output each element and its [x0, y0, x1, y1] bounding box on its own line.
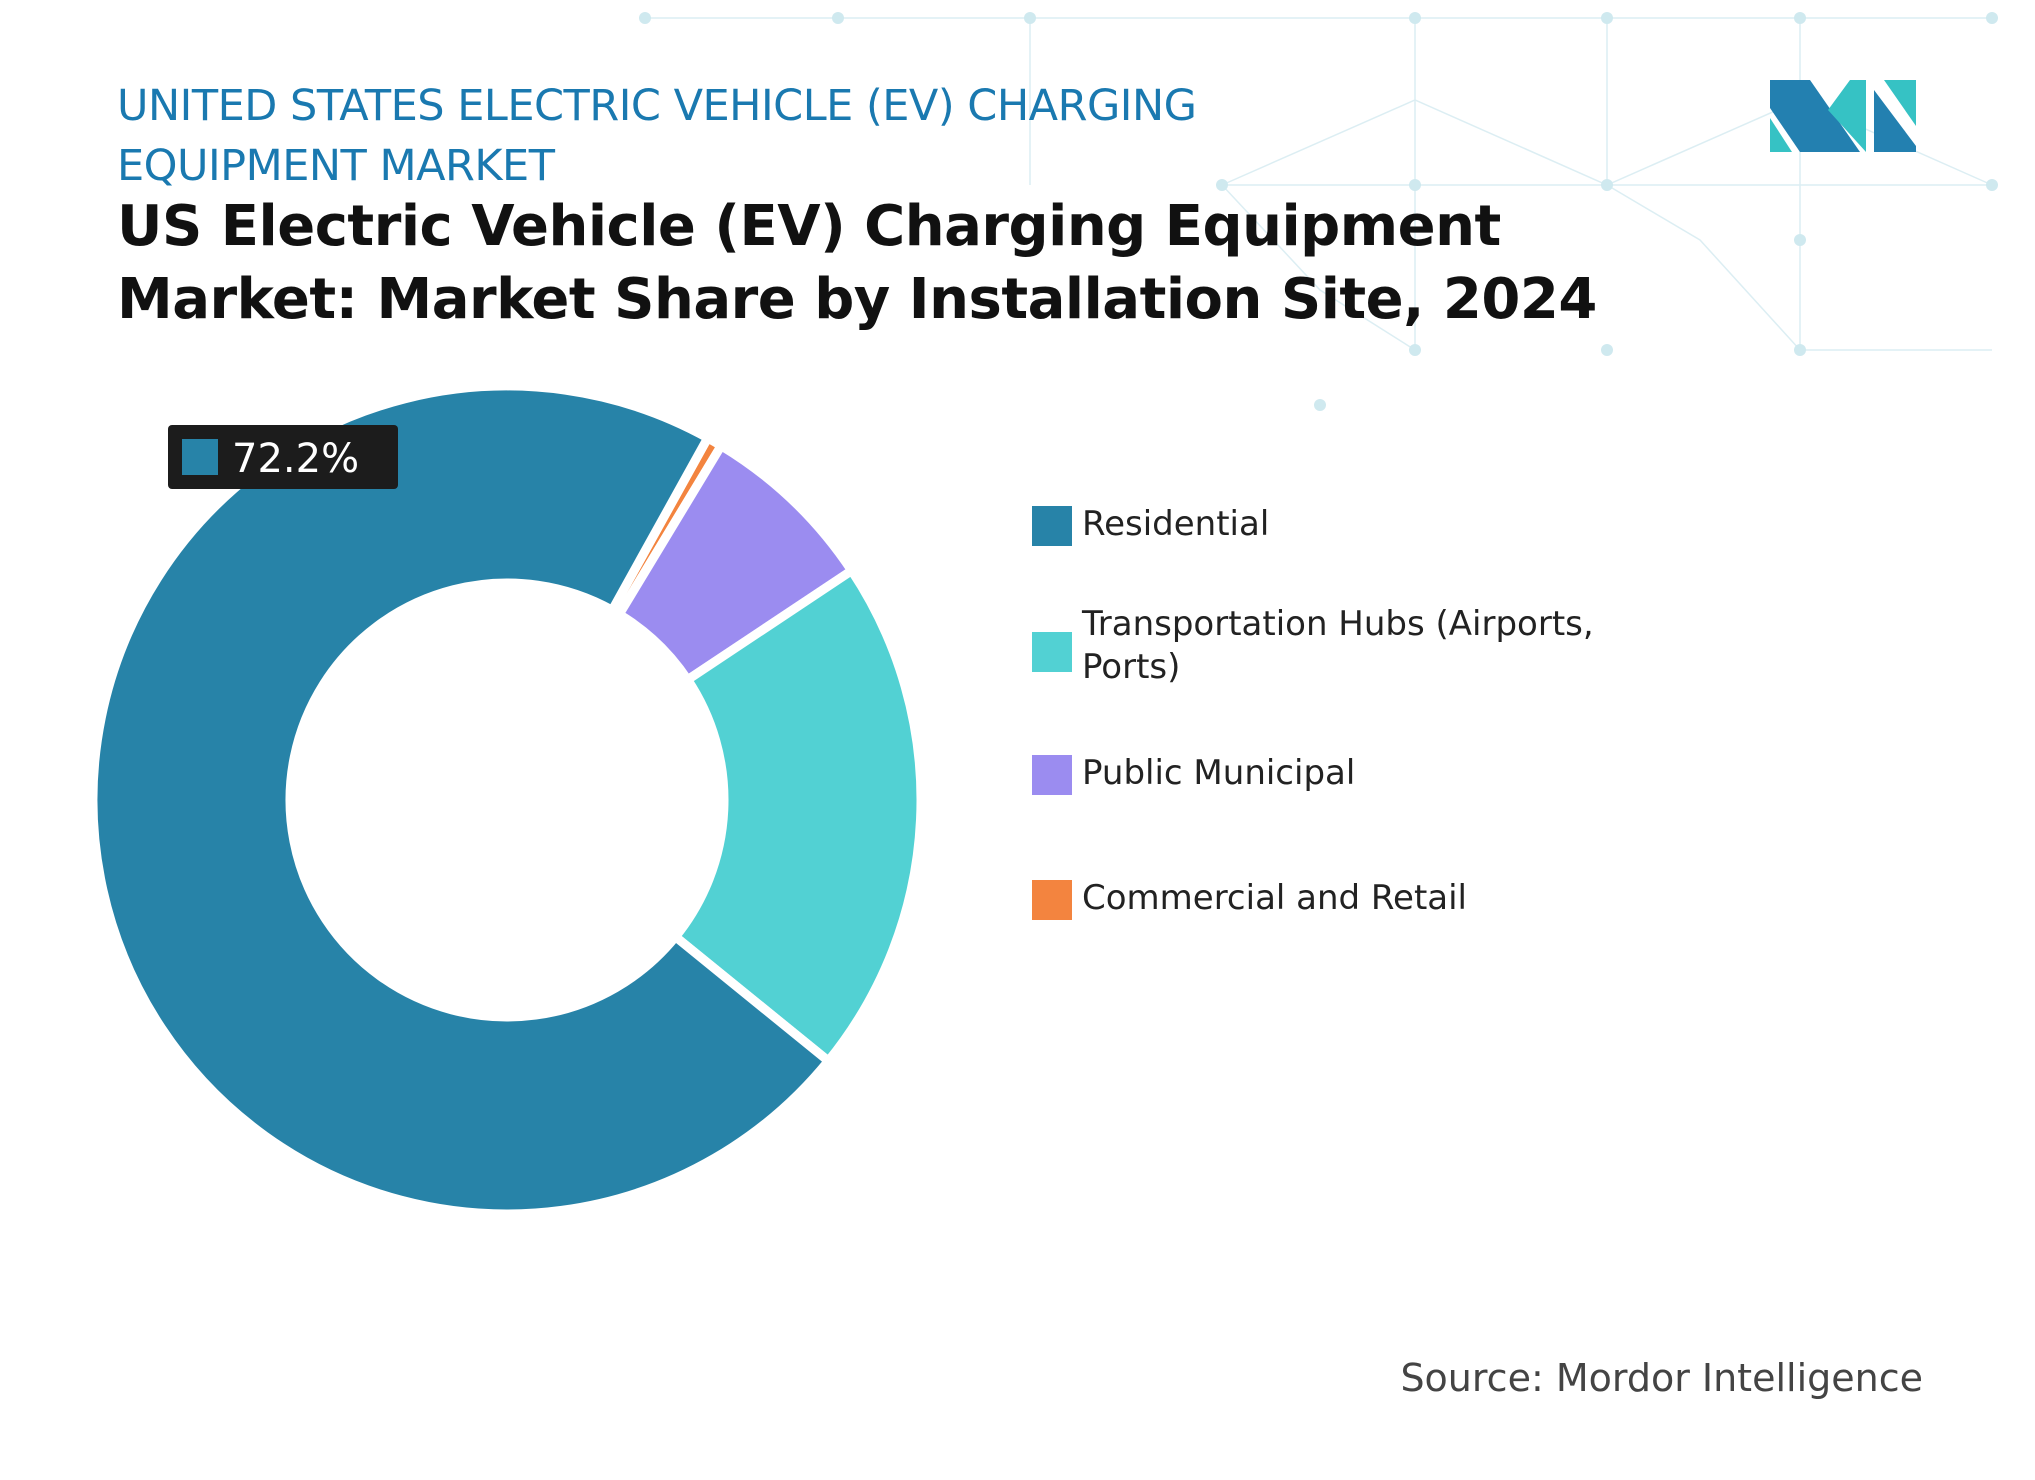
data-label-text: 72.2% — [232, 436, 359, 482]
chart-title: US Electric Vehicle (EV) Charging Equipm… — [117, 194, 1597, 332]
data-label-residential: 72.2% — [168, 425, 398, 489]
donut-chart: 72.2% — [88, 381, 926, 1219]
slice-transportation-hubs-airports-ports — [670, 566, 926, 1066]
source-note: Source: Mordor Intelligence — [1400, 1356, 1923, 1400]
legend-swatch — [1032, 880, 1072, 920]
legend-item: Residential — [1032, 504, 1652, 546]
logo — [1770, 80, 1916, 152]
legend-swatch — [1032, 755, 1072, 795]
legend-label: Residential — [1082, 504, 1270, 544]
slice-residential — [88, 381, 833, 1219]
legend-swatch — [1032, 506, 1072, 546]
legend-item: Public Municipal — [1032, 753, 1652, 795]
legend-label: Public Municipal — [1082, 753, 1356, 793]
legend-item: Transportation Hubs (Airports, Ports) — [1032, 604, 1652, 689]
legend-label: Commercial and Retail — [1082, 878, 1468, 918]
data-label-swatch — [182, 439, 218, 475]
data-label-box — [168, 425, 398, 489]
background-network-pattern — [639, 12, 1998, 411]
legend-item: Commercial and Retail — [1032, 878, 1652, 920]
report-kicker: UNITED STATES ELECTRIC VEHICLE (EV) CHAR… — [117, 81, 1197, 191]
legend-swatch — [1032, 632, 1072, 672]
legend-label: Transportation Hubs (Airports, Ports) — [1082, 604, 1594, 687]
